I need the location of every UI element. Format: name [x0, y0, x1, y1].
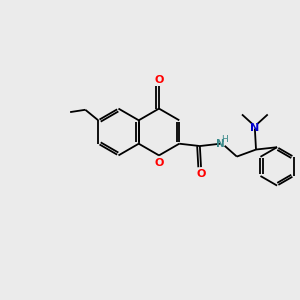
Text: H: H — [221, 135, 227, 144]
Text: O: O — [196, 169, 206, 179]
Text: O: O — [154, 158, 164, 168]
Text: N: N — [216, 139, 225, 149]
Text: O: O — [154, 75, 164, 85]
Text: N: N — [250, 123, 260, 133]
